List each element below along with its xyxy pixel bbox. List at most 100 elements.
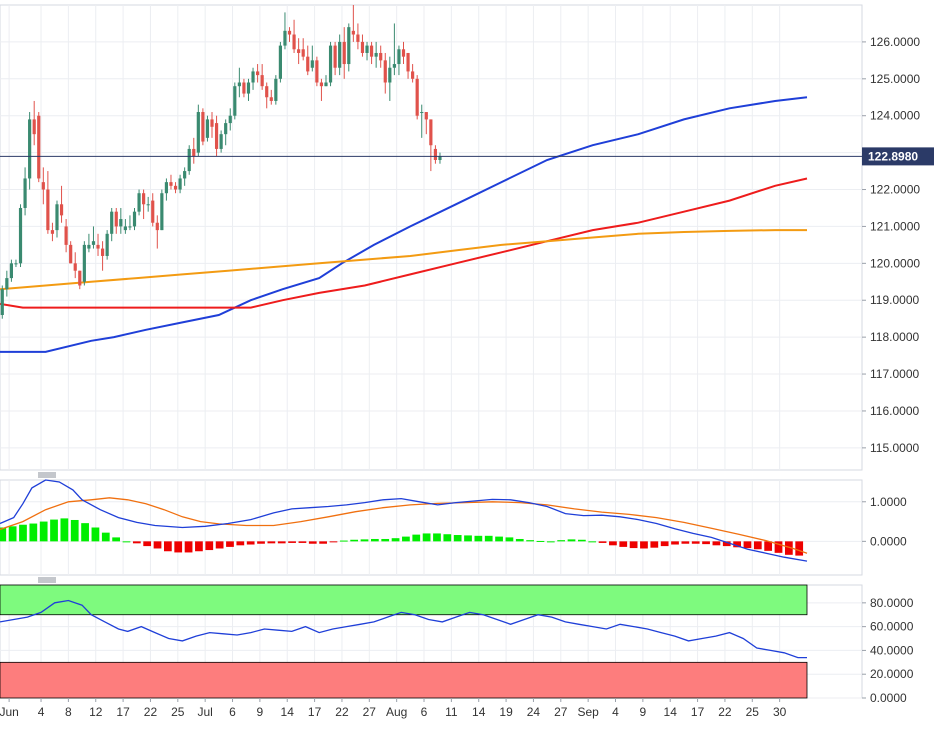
macd-histogram-bar — [257, 541, 265, 544]
macd-histogram-bar — [391, 538, 400, 542]
candle-body — [100, 248, 105, 256]
rsi-zones — [0, 584, 808, 699]
macd-histogram-bar — [101, 532, 110, 542]
macd-histogram-bar — [381, 538, 390, 542]
macd-histogram-bar — [360, 539, 369, 542]
y-tick-label: 1.0000 — [870, 495, 907, 509]
macd-histogram-bar — [298, 541, 307, 543]
candle-body — [278, 45, 282, 79]
x-tick-label: 27 — [554, 705, 568, 719]
macd-histogram-bar — [691, 541, 700, 544]
rsi-resize-handle[interactable] — [38, 577, 56, 583]
candle-body — [297, 49, 301, 53]
candle-body — [338, 41, 342, 68]
x-tick-label: 9 — [640, 705, 647, 719]
candle-body — [5, 278, 9, 290]
x-tick-label: 8 — [65, 705, 72, 719]
macd-histogram-bar — [91, 527, 100, 542]
candle-body — [37, 115, 41, 179]
macd-histogram-bar — [546, 541, 555, 543]
macd-histogram-bar — [143, 541, 152, 547]
macd-histogram-bar — [236, 541, 245, 546]
macd-histogram-bar — [132, 541, 141, 544]
candle-body — [183, 171, 187, 179]
x-tick-label: Jun — [0, 705, 19, 719]
macd-histogram-bar — [29, 523, 38, 542]
macd-histogram-bar — [60, 518, 69, 542]
y-tick-label: 60.0000 — [870, 620, 914, 634]
candle-body — [310, 60, 314, 68]
macd-histogram-bar — [339, 540, 348, 542]
y-tick-label: 124.0000 — [870, 109, 920, 123]
x-tick-label: 17 — [116, 705, 130, 719]
macd-histogram-bar — [722, 541, 731, 547]
candle-body — [324, 82, 328, 87]
candle-body — [214, 123, 219, 149]
candle-body — [114, 211, 118, 227]
candle-body — [55, 204, 59, 231]
macd-histogram-bar — [577, 539, 586, 542]
candle-body — [196, 112, 200, 153]
moving-averages — [0, 96, 808, 353]
candle-body — [160, 193, 164, 231]
macd-resize-handle[interactable] — [38, 472, 56, 478]
candle-body — [151, 200, 155, 223]
last-price-label: 122.8980 — [868, 149, 918, 163]
macd-histogram-bar — [598, 541, 607, 543]
rsi-overbought-zone — [0, 584, 808, 616]
macd-histogram-bar — [0, 527, 7, 542]
y-tick-label: 0.0000 — [870, 534, 907, 548]
candle-body — [64, 226, 68, 245]
candle-body — [210, 119, 214, 127]
last-price: 122.8980 — [0, 147, 934, 166]
macd-histogram-bar — [588, 541, 597, 543]
macd-histogram-bar — [784, 541, 793, 555]
x-tick-label: 27 — [363, 705, 377, 719]
macd-histogram-bar — [8, 526, 17, 542]
macd-histogram-bar — [308, 541, 317, 544]
x-tick-label: 14 — [281, 705, 295, 719]
candle-body — [201, 112, 205, 142]
candle-body — [420, 112, 424, 114]
macd-histogram-bar — [443, 534, 452, 542]
candle-body — [178, 178, 182, 190]
y-tick-label: 117.0000 — [870, 367, 919, 381]
x-tick-label: 9 — [257, 705, 264, 719]
candle-body — [388, 67, 392, 83]
macd-histogram-bar — [505, 537, 514, 542]
macd-panel — [0, 479, 863, 576]
candle-body — [28, 119, 32, 179]
macd-histogram-bar — [567, 539, 576, 542]
macd-histogram-bar — [774, 541, 783, 553]
y-tick-label: 80.0000 — [870, 596, 914, 610]
macd-histogram-bar — [495, 536, 503, 542]
macd-histogram-bar — [712, 541, 721, 546]
x-tick-label: 19 — [499, 705, 513, 719]
x-tick-label: 24 — [527, 705, 541, 719]
macd-histogram-bar — [433, 533, 441, 542]
macd-histogram-bar — [267, 541, 276, 544]
macd-histogram-bar — [515, 538, 524, 542]
macd-histogram-bar — [215, 541, 224, 549]
candle-body — [379, 52, 383, 61]
candle-body — [438, 156, 442, 160]
x-tick-label: 6 — [229, 705, 236, 719]
rsi-layer — [0, 599, 807, 659]
y-tick-label: 0.0000 — [870, 691, 907, 705]
macd-histogram-bar — [112, 537, 121, 542]
candle-body — [219, 134, 223, 149]
candle-body — [41, 182, 45, 190]
macd-histogram-bar — [640, 541, 648, 549]
candle-body — [142, 193, 146, 205]
candle-body — [46, 189, 50, 231]
candle-body — [128, 226, 132, 228]
macd-histogram-bar — [19, 524, 27, 542]
candle-body — [119, 219, 123, 227]
candle-body — [69, 244, 73, 264]
x-tick-label: Jul — [197, 705, 212, 719]
macd-histogram-bar — [81, 523, 89, 542]
candle-body — [32, 119, 36, 135]
candle-body — [333, 45, 337, 68]
